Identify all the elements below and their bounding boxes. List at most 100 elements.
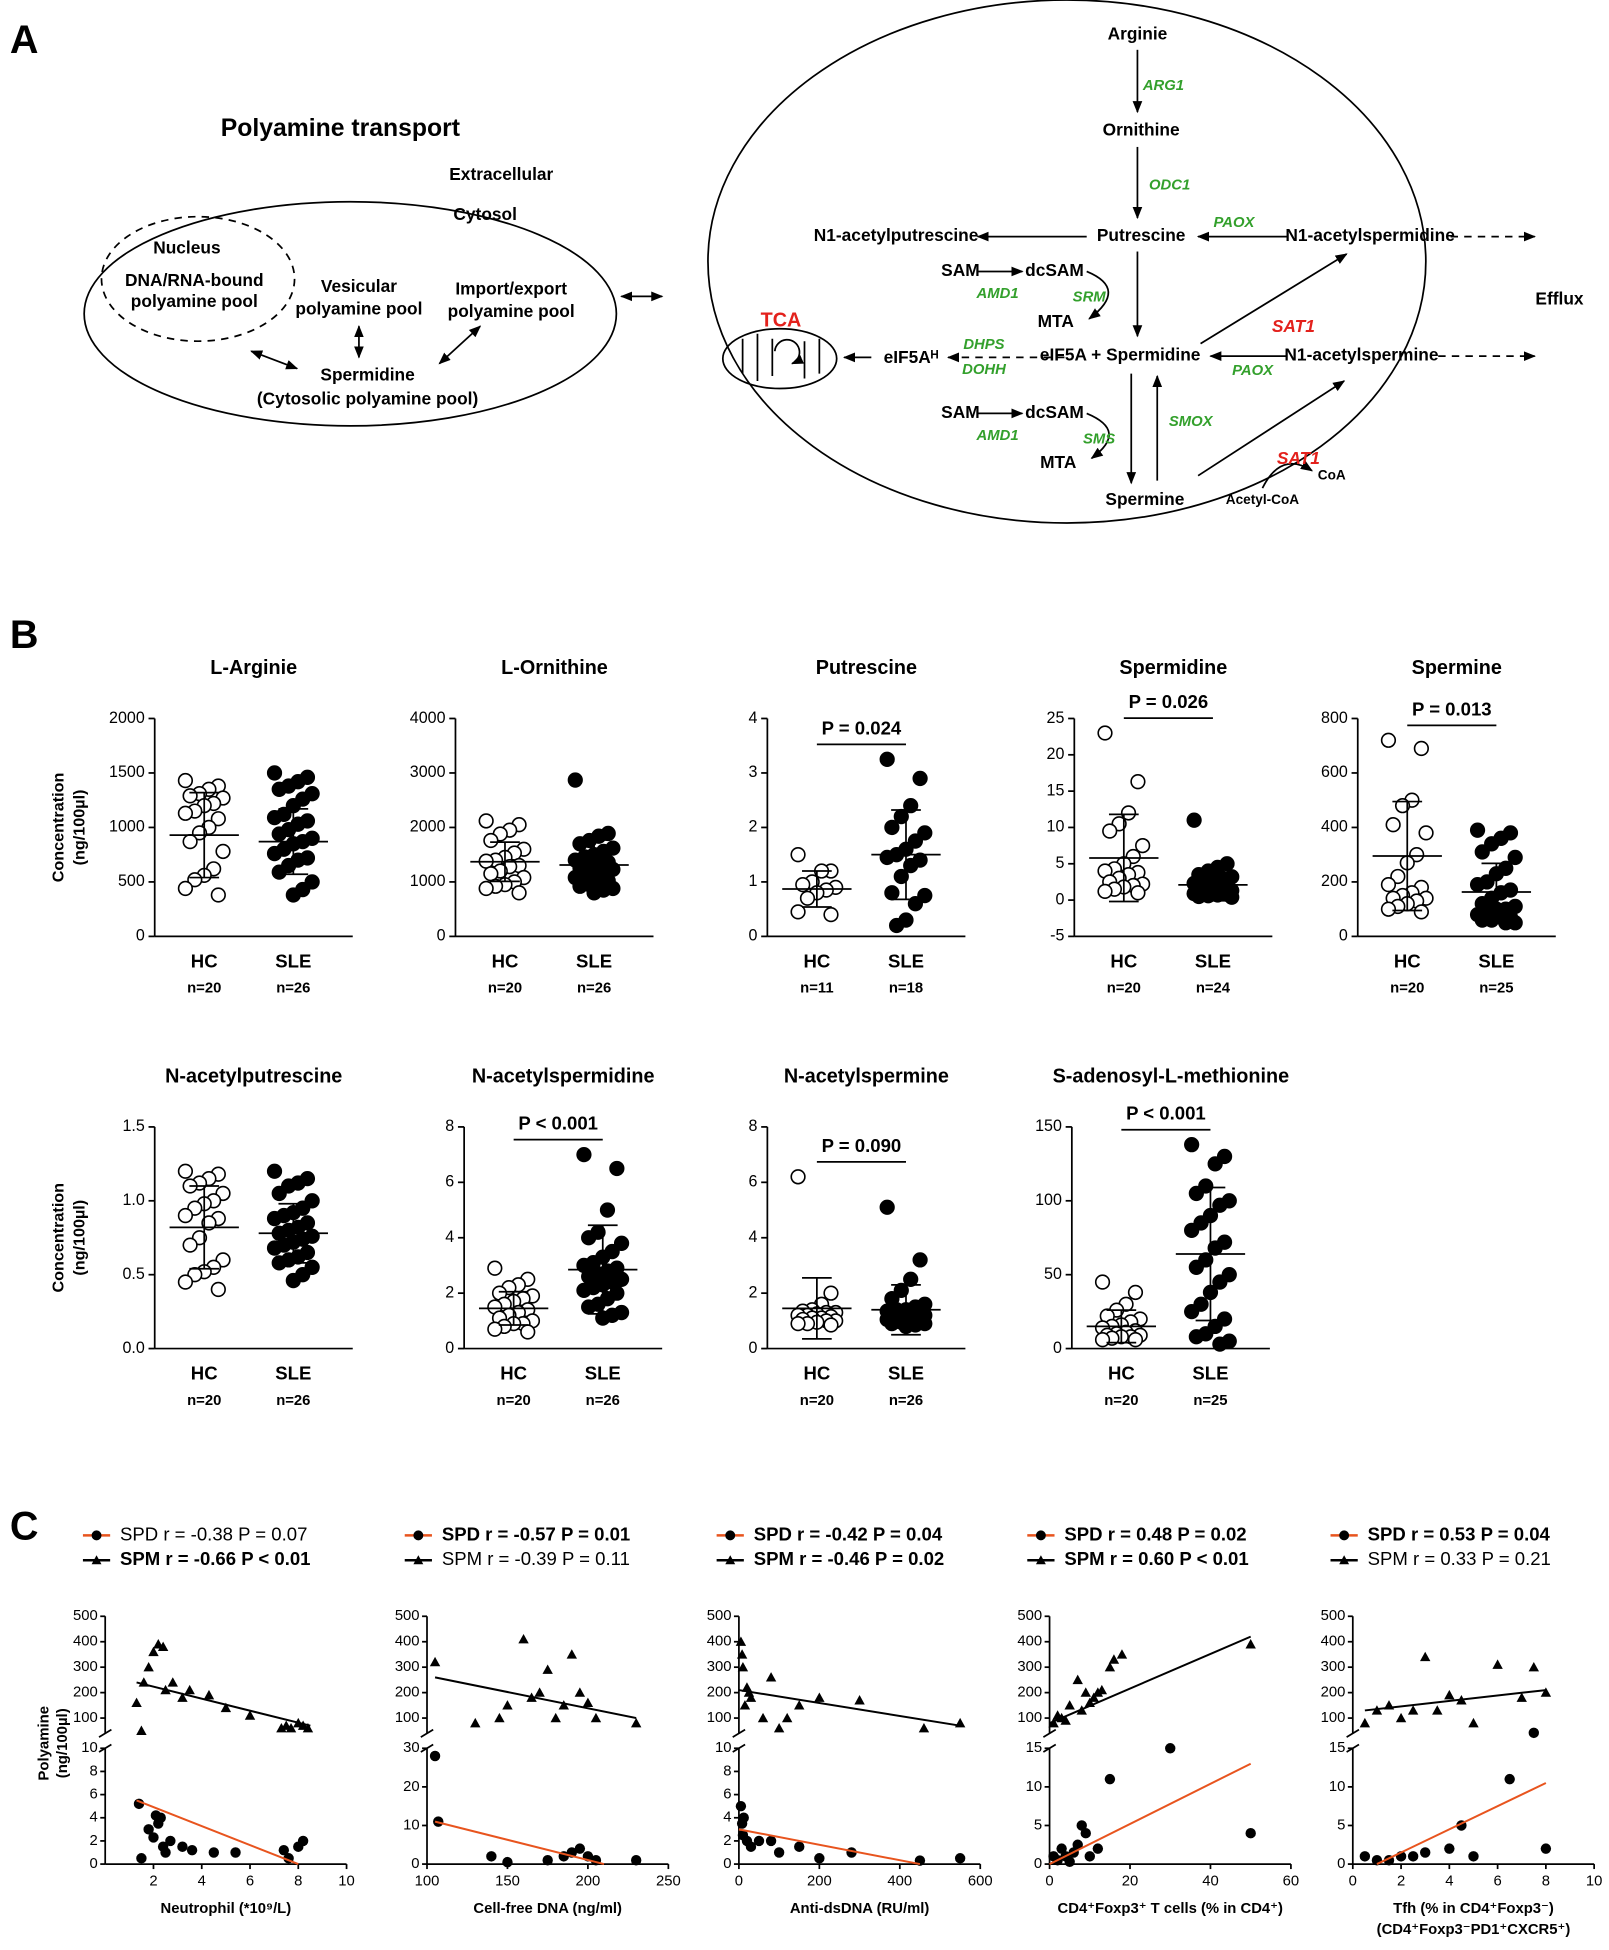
data-point <box>1540 1687 1552 1697</box>
y-tick-label: 0 <box>723 1856 731 1872</box>
legend-stats: r = -0.57 P = 0.01 <box>485 1523 630 1544</box>
data-point <box>781 1712 793 1723</box>
data-point <box>177 805 194 821</box>
data-point <box>1385 817 1401 833</box>
data-point <box>1064 1700 1075 1710</box>
data-point <box>182 833 198 850</box>
y-tick-label: 15 <box>1026 1740 1042 1756</box>
data-point <box>581 1299 597 1315</box>
data-point <box>518 1633 529 1644</box>
data-point <box>182 788 198 804</box>
x-axis-label: (CD4⁺Foxp3⁻PD1⁺CXCR5⁺) <box>1377 1922 1571 1938</box>
data-point <box>879 849 895 866</box>
data-point <box>1064 1856 1075 1867</box>
y-tick-label: 6 <box>723 1787 731 1803</box>
y-tick-label: 0 <box>1055 890 1064 908</box>
data-point <box>487 1260 503 1276</box>
data-point <box>1102 823 1118 839</box>
data-point <box>184 1684 195 1695</box>
axis-break <box>1346 1728 1360 1738</box>
data-point <box>1420 1651 1431 1662</box>
data-point <box>1080 1687 1091 1697</box>
legend-marker <box>413 1530 424 1541</box>
enzyme: SRM <box>1073 290 1107 306</box>
x-axis-label: Neutrophil (*10⁹/L) <box>161 1901 292 1917</box>
data-point <box>271 1185 287 1202</box>
data-point <box>574 1687 586 1697</box>
data-point <box>520 1324 536 1340</box>
y-tick-label: 200 <box>395 1685 420 1701</box>
enzyme: PAOX <box>1214 215 1256 231</box>
enzyme: PAOX <box>1232 363 1274 379</box>
fit-line <box>1049 1762 1252 1865</box>
arrow <box>1197 380 1346 477</box>
data-point <box>572 878 588 894</box>
enzyme: SMS <box>1083 431 1115 447</box>
panel-label: C <box>10 1505 39 1549</box>
data-point <box>613 1235 630 1251</box>
data-point <box>1097 883 1113 900</box>
x-tick-label: 40 <box>1202 1873 1218 1889</box>
legend-series-name: SPD <box>442 1523 480 1544</box>
x-tick-label: 0 <box>1349 1873 1357 1889</box>
data-point <box>534 1687 545 1697</box>
label: MTA <box>1040 452 1077 472</box>
x-tick-label: 0 <box>1045 1873 1053 1889</box>
p-value: P = 0.024 <box>822 717 902 738</box>
legend-label: SPD r = -0.57 P = 0.01 <box>442 1523 630 1544</box>
n-label: n=20 <box>800 1393 834 1409</box>
legend-stats: r = -0.46 P = 0.02 <box>799 1548 944 1569</box>
n-label: n=26 <box>577 981 611 997</box>
x-tick-label: 6 <box>1493 1873 1501 1889</box>
data-point <box>893 868 909 885</box>
data-point <box>302 1723 314 1733</box>
data-point <box>823 1285 839 1301</box>
n-label: n=26 <box>889 1393 923 1409</box>
data-point <box>511 885 527 901</box>
y-tick-label: 6 <box>90 1787 98 1803</box>
legend-marker <box>725 1555 736 1565</box>
x-tick-label: 250 <box>656 1873 681 1889</box>
data-point <box>148 1646 159 1657</box>
label: Nucleus <box>153 238 220 258</box>
enzyme: DOHH <box>962 362 1006 378</box>
y-tick-label: 100 <box>1321 1710 1346 1726</box>
n-label: n=20 <box>1104 1393 1138 1409</box>
y-tick-label: 500 <box>1321 1608 1346 1624</box>
data-point <box>790 904 806 920</box>
label: polyamine pool <box>131 291 258 311</box>
y-tick-label: 400 <box>73 1634 98 1650</box>
data-point <box>1207 1156 1223 1172</box>
enzyme: AMD1 <box>976 428 1019 444</box>
data-point <box>1359 1851 1371 1862</box>
x-tick-label: HC <box>803 1363 830 1384</box>
data-point <box>1130 885 1146 901</box>
data-point <box>215 843 231 860</box>
x-axis-label: Cell-free DNA (ng/ml) <box>473 1901 622 1917</box>
data-point <box>1207 1240 1223 1256</box>
data-point <box>773 1723 785 1733</box>
y-tick-label: 30 <box>403 1740 419 1756</box>
y-tick-label: 10 <box>715 1740 731 1756</box>
y-tick-label: 0.5 <box>122 1265 144 1283</box>
data-point <box>1420 1847 1431 1858</box>
p-value: P = 0.026 <box>1129 691 1209 712</box>
data-point <box>738 1812 749 1823</box>
data-point <box>266 809 283 826</box>
legend-series-name: SPD <box>120 1523 158 1544</box>
data-point <box>1413 904 1429 920</box>
data-point <box>1413 740 1429 757</box>
y-tick-label: 2 <box>723 1833 731 1849</box>
data-point <box>1092 1843 1104 1854</box>
data-point <box>1108 1654 1120 1664</box>
y-tick-label: 1000 <box>410 872 446 890</box>
data-point <box>630 1717 642 1728</box>
n-label: n=20 <box>187 1393 221 1409</box>
legend-marker <box>91 1555 102 1565</box>
legend-label: SPM r = -0.66 P < 0.01 <box>120 1548 310 1569</box>
legend-marker <box>725 1530 736 1541</box>
y-tick-label: 0 <box>1339 927 1348 945</box>
legend-marker <box>1339 1555 1350 1565</box>
diagram-labels: Polyamine transport Extracellular Cytoso… <box>125 23 1584 509</box>
